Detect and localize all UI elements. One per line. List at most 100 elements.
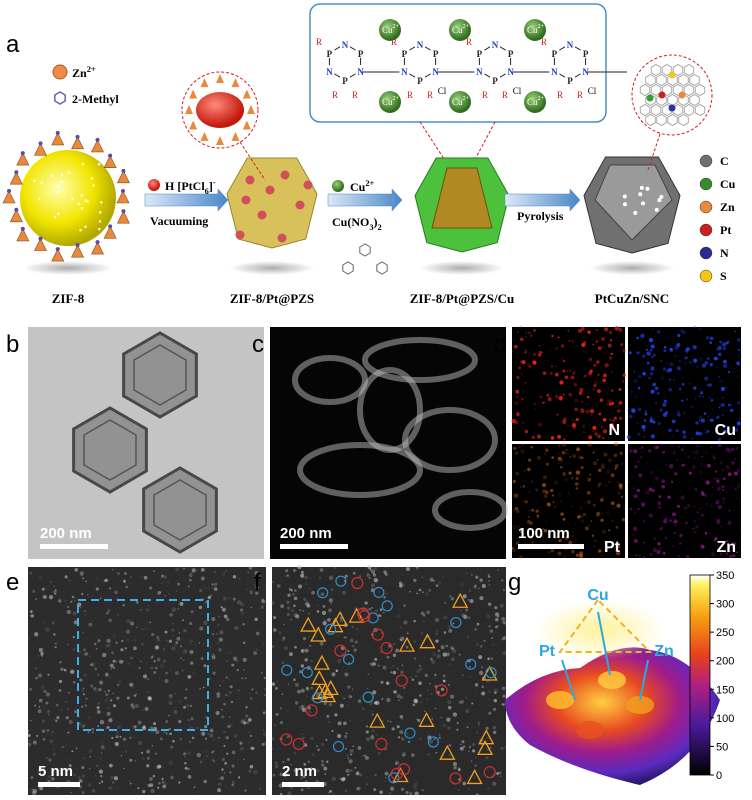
speckle xyxy=(231,783,235,787)
speckle xyxy=(698,356,703,362)
speckle xyxy=(133,646,137,651)
speckle xyxy=(442,576,445,578)
pore xyxy=(659,194,664,199)
graphene xyxy=(656,74,667,86)
speckle xyxy=(419,737,422,740)
speckle xyxy=(186,709,189,712)
speckle xyxy=(73,681,76,684)
speckle xyxy=(730,486,733,489)
speckle xyxy=(457,768,461,772)
speckle xyxy=(255,591,259,595)
speckle xyxy=(337,733,342,739)
speckle xyxy=(475,575,479,579)
speckle xyxy=(298,584,303,589)
speckle xyxy=(189,704,193,708)
speckle xyxy=(315,636,317,638)
speckle xyxy=(729,555,733,558)
speckle xyxy=(725,464,730,470)
speckle xyxy=(179,737,183,741)
pt-marker xyxy=(435,684,448,697)
speckle xyxy=(191,571,193,574)
speckle xyxy=(476,629,478,631)
speckle xyxy=(673,531,676,534)
speckle xyxy=(557,434,562,439)
speckle xyxy=(535,488,538,492)
speckle xyxy=(112,659,116,663)
zif-dot xyxy=(81,162,85,166)
speckle xyxy=(695,431,700,436)
speckle xyxy=(247,571,249,574)
speckle xyxy=(229,771,232,774)
speckle xyxy=(343,721,347,726)
speckle xyxy=(50,775,52,777)
speckle xyxy=(218,736,220,739)
speckle xyxy=(720,462,722,464)
speckle xyxy=(283,772,288,777)
speckle xyxy=(590,548,593,551)
speckle xyxy=(183,752,187,756)
speckle xyxy=(639,448,642,450)
speckle xyxy=(168,760,173,766)
speckle xyxy=(176,636,181,641)
speckle xyxy=(184,696,187,700)
speckle xyxy=(393,643,396,646)
speckle xyxy=(378,618,381,622)
speckle xyxy=(352,571,356,575)
scale-label: 5 nm xyxy=(38,763,73,780)
speckle xyxy=(637,386,641,390)
speckle xyxy=(448,628,453,634)
speckle xyxy=(486,736,490,739)
speckle xyxy=(124,647,127,650)
speckle xyxy=(673,379,675,381)
speckle xyxy=(302,637,307,641)
speckle xyxy=(140,609,142,611)
atom-bg xyxy=(355,47,366,58)
speckle xyxy=(636,488,640,493)
zif-tetra xyxy=(231,78,240,88)
speckle xyxy=(310,686,314,690)
speckle xyxy=(541,483,547,488)
speckle xyxy=(612,419,615,422)
speckle xyxy=(578,455,583,460)
speckle xyxy=(513,344,518,349)
speckle xyxy=(386,682,389,684)
speckle xyxy=(117,572,121,576)
speckle xyxy=(715,499,720,505)
speckle xyxy=(722,477,726,481)
speckle xyxy=(198,605,203,610)
speckle xyxy=(604,549,606,551)
speckle xyxy=(337,659,342,664)
speckle xyxy=(332,792,335,795)
speckle xyxy=(59,660,62,664)
speckle xyxy=(209,646,212,649)
speckle xyxy=(534,464,536,466)
speckle xyxy=(504,624,507,626)
speckle xyxy=(68,691,70,694)
speckle xyxy=(223,702,226,706)
speckle xyxy=(684,362,686,365)
speckle xyxy=(280,604,285,609)
speckle xyxy=(53,590,57,594)
cu-ion-label: Cu2+ xyxy=(452,23,470,35)
speckle xyxy=(204,737,208,740)
speckle xyxy=(658,542,660,545)
speckle xyxy=(188,578,192,582)
speckle xyxy=(279,631,282,634)
speckle xyxy=(413,698,418,703)
speckle xyxy=(693,457,696,460)
speckle xyxy=(171,610,174,613)
speckle xyxy=(430,693,433,695)
speckle xyxy=(440,645,445,650)
callout xyxy=(239,141,266,181)
speckle xyxy=(601,352,606,357)
stage-label: ZIF-8/Pt@PZS/Cu xyxy=(410,291,515,306)
zif-dot xyxy=(59,180,63,183)
speckle xyxy=(203,779,207,784)
speckle xyxy=(52,632,56,636)
speckle xyxy=(254,765,255,766)
speckle xyxy=(416,573,419,576)
speckle xyxy=(377,664,380,667)
speckle xyxy=(659,549,662,552)
speckle xyxy=(737,485,740,489)
speckle xyxy=(568,540,573,545)
